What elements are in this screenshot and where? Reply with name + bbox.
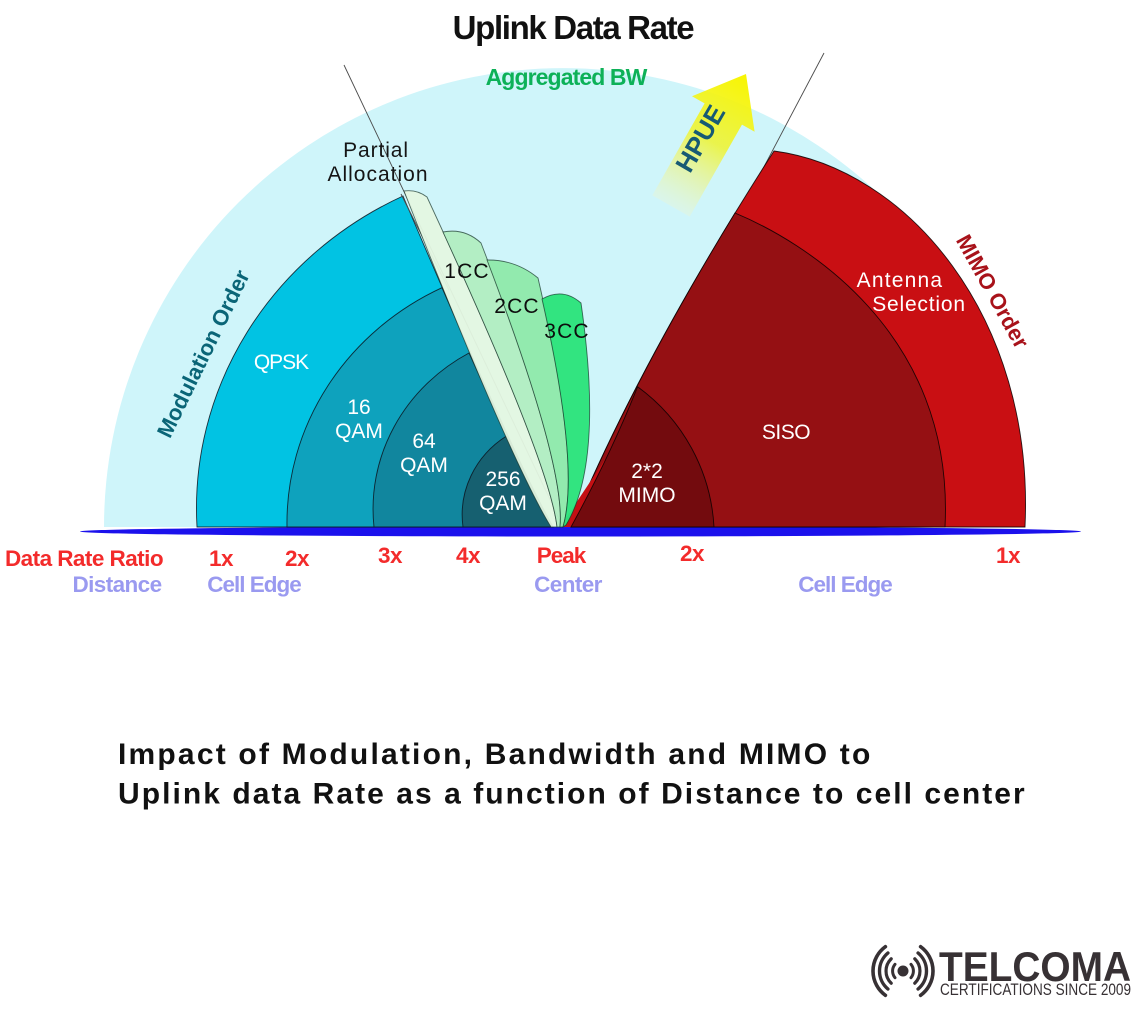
svg-text:QPSK: QPSK [254, 351, 309, 374]
svg-text:Antenna: Antenna [857, 269, 944, 292]
svg-text:2*2: 2*2 [631, 460, 663, 483]
svg-text:Partial: Partial [343, 139, 409, 162]
svg-text:Impact of Modulation, Bandwidt: Impact of Modulation, Bandwidth and MIMO… [118, 738, 873, 771]
svg-text:Selection: Selection [872, 293, 966, 316]
svg-text:TELCOMA: TELCOMA [939, 943, 1131, 990]
svg-text:QAM: QAM [335, 420, 383, 443]
svg-text:Cell Edge: Cell Edge [207, 572, 301, 597]
svg-text:CERTIFICATIONS SINCE 2009: CERTIFICATIONS SINCE 2009 [940, 981, 1131, 999]
svg-text:3x: 3x [378, 543, 403, 568]
svg-text:Allocation: Allocation [327, 163, 428, 186]
svg-text:64: 64 [412, 430, 436, 453]
svg-text:2CC: 2CC [494, 295, 540, 318]
svg-text:Cell Edge: Cell Edge [798, 572, 892, 597]
svg-text:Data Rate Ratio: Data Rate Ratio [5, 546, 163, 571]
svg-text:3CC: 3CC [544, 320, 590, 343]
svg-text:Aggregated BW: Aggregated BW [486, 64, 648, 90]
svg-text:SISO: SISO [762, 421, 810, 444]
svg-text:1x: 1x [996, 543, 1021, 568]
svg-text:1CC: 1CC [444, 260, 490, 283]
svg-text:16: 16 [347, 396, 370, 419]
svg-text:2x: 2x [285, 546, 310, 571]
svg-text:4x: 4x [456, 543, 481, 568]
svg-text:Peak: Peak [537, 543, 587, 568]
svg-text:QAM: QAM [400, 454, 448, 477]
svg-text:Distance: Distance [73, 572, 162, 597]
svg-text:QAM: QAM [479, 492, 527, 515]
svg-text:MIMO: MIMO [618, 484, 675, 507]
svg-text:2x: 2x [680, 541, 705, 566]
svg-text:256: 256 [485, 468, 520, 491]
svg-text:1x: 1x [209, 546, 234, 571]
svg-text:Center: Center [534, 572, 603, 597]
svg-text:Uplink Data Rate: Uplink Data Rate [453, 9, 695, 46]
svg-text:Uplink data Rate as a function: Uplink data Rate as a function of Distan… [118, 778, 1027, 811]
